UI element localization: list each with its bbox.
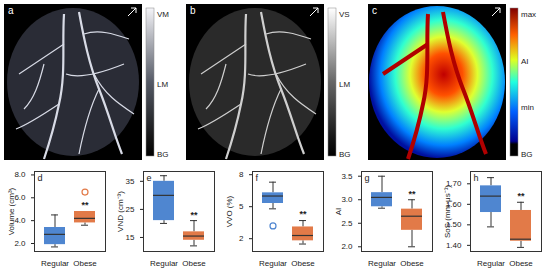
svg-text:2: 2 (239, 234, 244, 243)
svg-text:**: ** (408, 189, 416, 199)
svg-text:SoS (mm·μs⁻¹): SoS (mm·μs⁻¹) (443, 185, 452, 238)
svg-text:AI: AI (521, 57, 529, 66)
svg-text:15: 15 (126, 233, 135, 242)
svg-text:max: max (521, 10, 536, 19)
svg-text:3.5: 3.5 (341, 172, 353, 181)
svg-text:VVO (%): VVO (%) (225, 195, 234, 227)
svg-text:Obese: Obese (182, 259, 206, 268)
svg-text:35: 35 (126, 177, 135, 186)
svg-text:1.40: 1.40 (446, 241, 462, 250)
svg-text:g: g (365, 173, 370, 183)
svg-text:min: min (521, 103, 534, 112)
svg-text:4.0: 4.0 (14, 216, 26, 226)
svg-text:VS: VS (339, 10, 350, 19)
svg-text:Regular: Regular (368, 259, 396, 268)
svg-text:e: e (147, 173, 152, 183)
svg-text:Regular: Regular (259, 259, 287, 268)
svg-text:**: ** (81, 200, 89, 210)
svg-text:BG: BG (157, 150, 169, 159)
svg-text:1.50: 1.50 (445, 220, 462, 230)
svg-text:AI: AI (334, 208, 343, 216)
svg-text:Obese: Obese (291, 259, 315, 268)
svg-text:1.70: 1.70 (445, 179, 462, 189)
svg-text:f: f (256, 173, 259, 183)
svg-text:1.60: 1.60 (445, 199, 462, 209)
svg-text:Obese: Obese (509, 259, 533, 268)
svg-text:LM: LM (339, 80, 350, 89)
svg-text:3.0: 3.0 (341, 195, 353, 204)
svg-text:a: a (8, 5, 14, 16)
svg-text:Regular: Regular (41, 259, 69, 268)
svg-text:c: c (372, 5, 377, 16)
svg-text:BG: BG (521, 150, 533, 159)
svg-text:8: 8 (239, 170, 244, 179)
svg-text:h: h (474, 173, 479, 183)
svg-text:5: 5 (239, 202, 244, 211)
svg-text:8.0: 8.0 (14, 170, 26, 179)
svg-text:6.0: 6.0 (14, 193, 26, 203)
svg-text:Volume (cm³): Volume (cm³) (7, 187, 16, 235)
svg-text:**: ** (299, 209, 307, 219)
svg-text:d: d (38, 173, 43, 183)
svg-text:**: ** (517, 191, 525, 201)
svg-text:LM: LM (157, 80, 168, 89)
svg-text:2.5: 2.5 (341, 219, 353, 228)
svg-text:2.0: 2.0 (341, 242, 353, 251)
svg-text:Regular: Regular (150, 259, 178, 268)
svg-text:VND (cm⁻³): VND (cm⁻³) (116, 191, 125, 232)
svg-text:BG: BG (339, 150, 351, 159)
svg-text:2.0: 2.0 (14, 239, 26, 248)
svg-text:Obese: Obese (400, 259, 424, 268)
svg-text:25: 25 (126, 205, 135, 214)
svg-text:Obese: Obese (73, 259, 97, 268)
svg-text:Regular: Regular (477, 259, 505, 268)
svg-text:b: b (190, 5, 196, 16)
svg-text:**: ** (190, 210, 198, 220)
svg-text:VM: VM (157, 10, 169, 19)
